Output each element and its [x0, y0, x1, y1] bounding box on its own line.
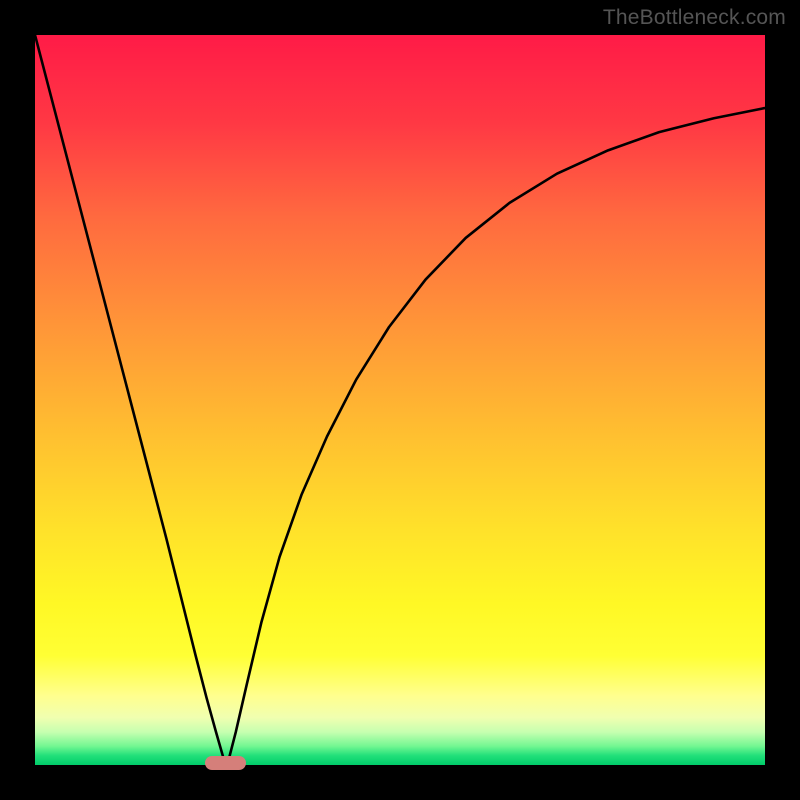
bottleneck-curve-chart [35, 35, 765, 765]
chart-frame: TheBottleneck.com [0, 0, 800, 800]
plot-area [35, 35, 765, 765]
watermark-text: TheBottleneck.com [603, 6, 786, 30]
chart-background [35, 35, 765, 765]
